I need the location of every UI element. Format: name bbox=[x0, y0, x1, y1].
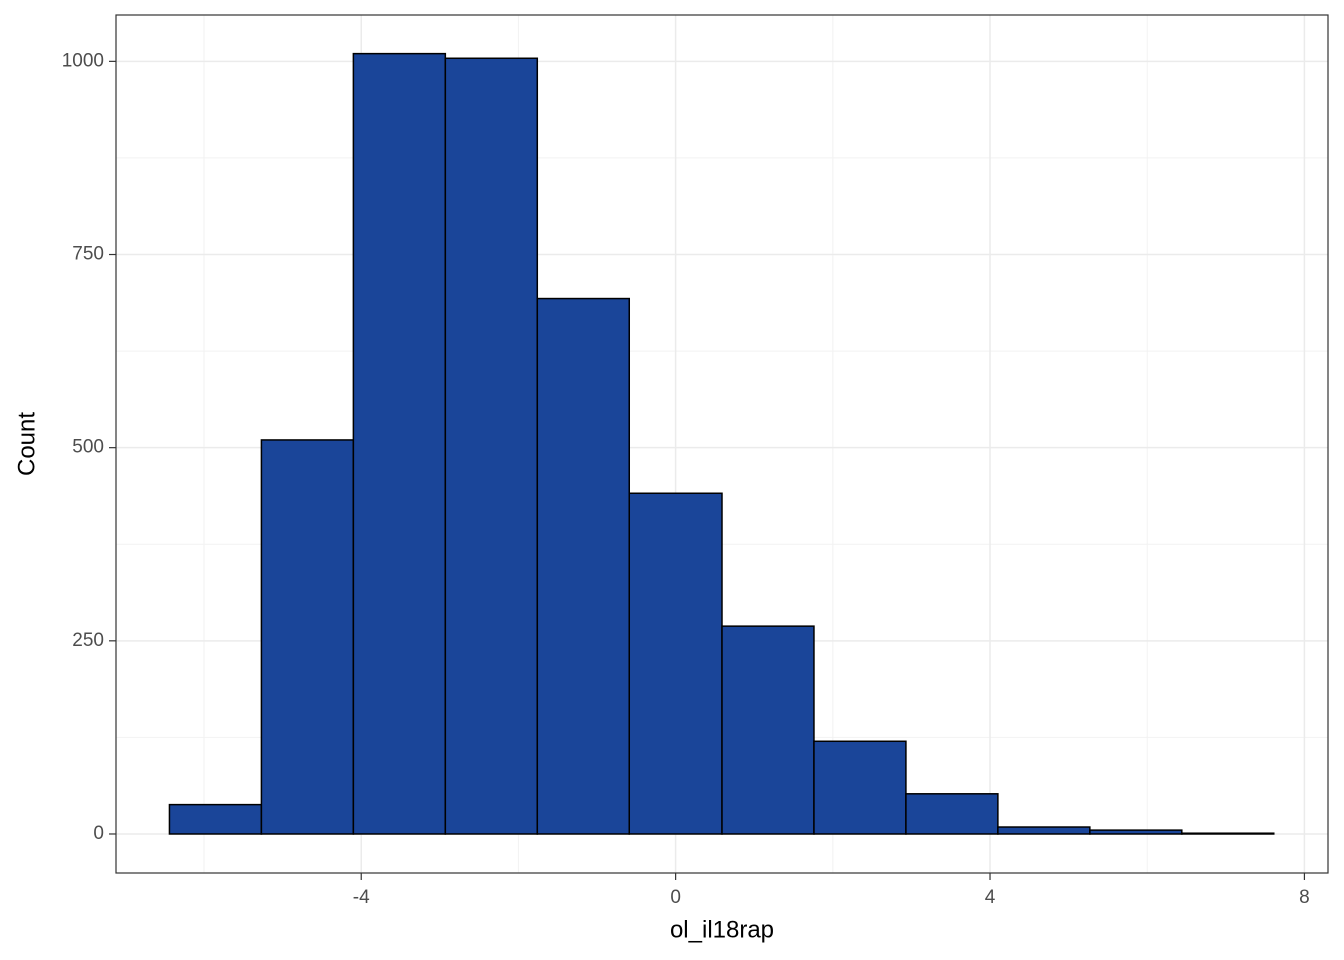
bar bbox=[536, 297, 631, 835]
bar bbox=[1089, 829, 1183, 835]
y-tick-label: 500 bbox=[72, 437, 104, 458]
bar bbox=[997, 826, 1091, 835]
x-tick-label: 8 bbox=[1299, 887, 1310, 908]
bar bbox=[168, 803, 263, 835]
bar bbox=[721, 625, 815, 835]
bar bbox=[444, 57, 539, 835]
x-tick-label: -4 bbox=[353, 887, 370, 908]
y-tick-label: 1000 bbox=[62, 50, 104, 71]
bar bbox=[352, 52, 447, 835]
y-tick-label: 0 bbox=[93, 823, 104, 844]
x-axis-label: ol_il18rap bbox=[670, 916, 774, 943]
panel-border bbox=[115, 14, 1329, 874]
y-axis-label: Count bbox=[13, 412, 40, 476]
y-tick-label: 250 bbox=[72, 630, 104, 651]
x-tick-label: 0 bbox=[670, 887, 681, 908]
x-tick-label: 4 bbox=[985, 887, 996, 908]
bar bbox=[813, 740, 907, 835]
bar bbox=[260, 439, 355, 835]
bar bbox=[905, 793, 999, 835]
y-tick-label: 750 bbox=[72, 244, 104, 265]
bar bbox=[1181, 832, 1275, 835]
bar bbox=[628, 492, 723, 835]
